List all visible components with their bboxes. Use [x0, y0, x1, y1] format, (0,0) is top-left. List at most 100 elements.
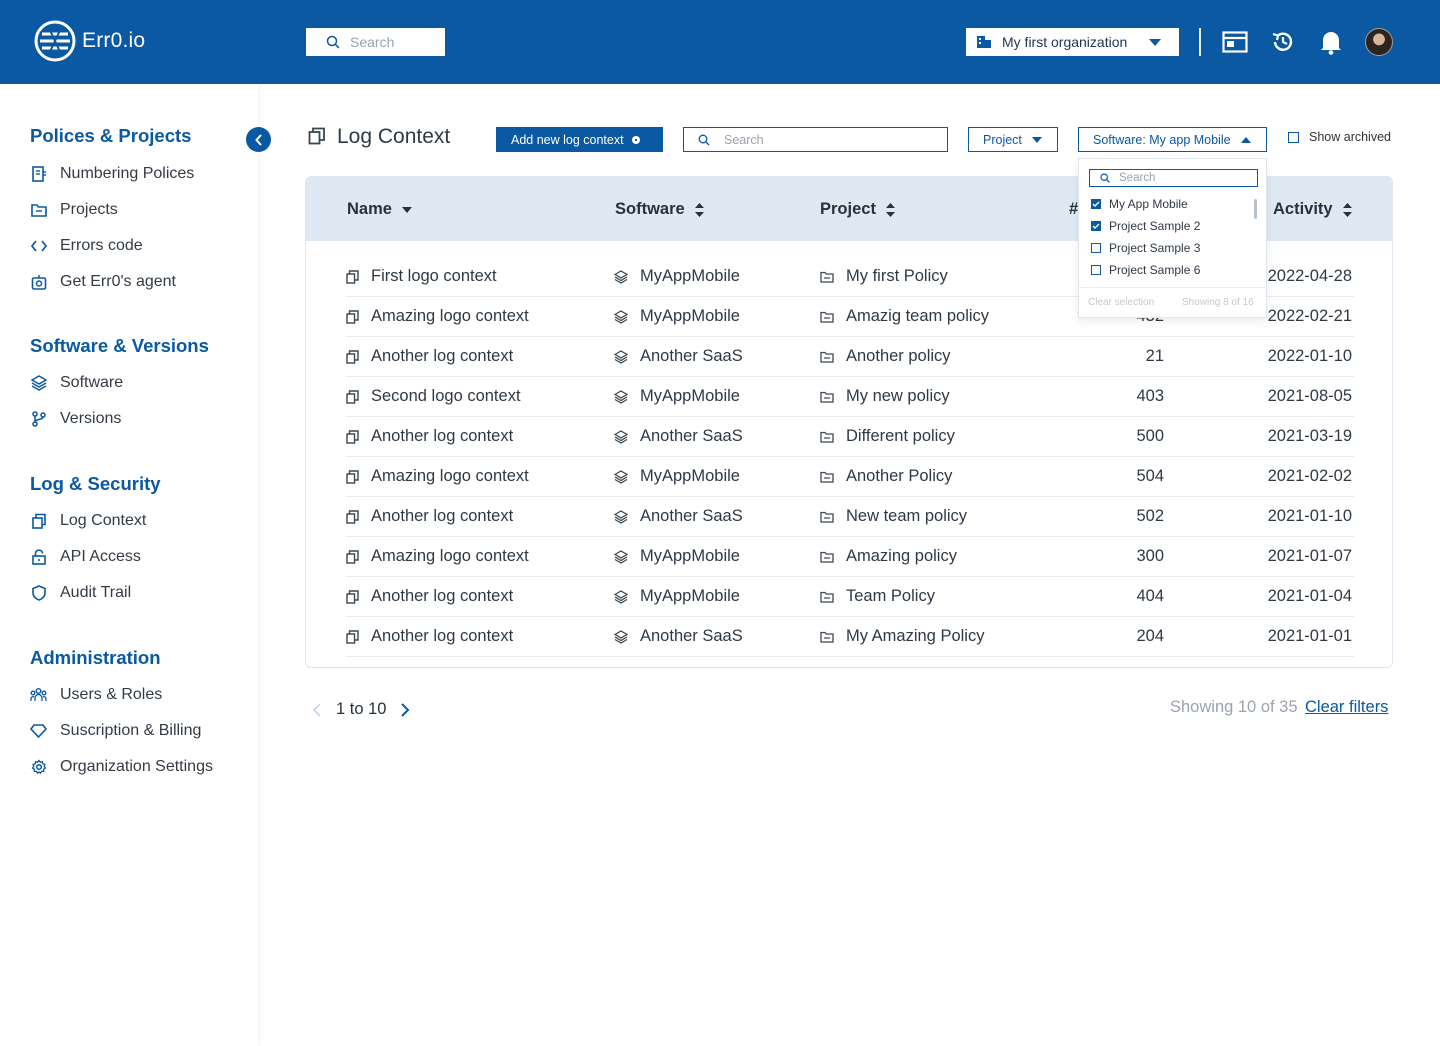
sidebar-item-errors-code[interactable]: Errors code	[30, 237, 143, 255]
count-text: 300	[1136, 547, 1164, 565]
count-text: 21	[1145, 347, 1164, 365]
show-archived-checkbox[interactable]: Show archived	[1288, 130, 1391, 144]
chevron-left-icon	[254, 133, 262, 146]
clear-selection-link[interactable]: Clear selection	[1088, 297, 1155, 308]
software-text: MyAppMobile	[640, 587, 740, 605]
sidebar-collapse-button[interactable]	[246, 127, 271, 152]
dropdown-option[interactable]: Project Sample 6	[1091, 263, 1200, 277]
branch-icon	[30, 411, 47, 428]
add-log-context-button[interactable]: Add new log context	[496, 127, 663, 152]
activity-text: 2021-08-05	[1267, 387, 1352, 405]
history-icon[interactable]	[1269, 28, 1297, 56]
name-text: First logo context	[371, 267, 497, 285]
search-icon	[698, 134, 710, 145]
project-filter-dropdown[interactable]: Project	[968, 127, 1058, 152]
table-row[interactable]: Another log context Another SaaS Different…	[346, 417, 1354, 457]
copy-icon	[346, 509, 359, 524]
project-text: My first Policy	[846, 267, 948, 285]
table-row[interactable]: Another log context MyAppMobile Team Polic…	[346, 577, 1354, 617]
sidebar-item-log-context[interactable]: Log Context	[30, 512, 146, 530]
table-row[interactable]: Amazing logo context MyAppMobile Another P…	[346, 457, 1354, 497]
cell-name: Another log context	[346, 347, 513, 366]
sidebar-item-label: Software	[60, 374, 124, 391]
checkbox-unchecked[interactable]	[1091, 243, 1101, 253]
sidebar-item-versions[interactable]: Versions	[30, 410, 121, 428]
dropdown-option[interactable]: My App Mobile	[1091, 197, 1188, 211]
sidebar-item-api-access[interactable]: API Access	[30, 548, 141, 566]
checkbox-checked[interactable]	[1091, 221, 1101, 231]
sidebar-section-title: Log & Security	[30, 473, 161, 494]
dropdown-option-label: Project Sample 6	[1109, 263, 1201, 277]
table-row[interactable]: Another log context Another SaaS My Amazin…	[346, 617, 1354, 657]
software-filter-dropdown[interactable]: Software: My app Mobile	[1078, 127, 1267, 152]
software-text: Another SaaS	[640, 347, 743, 365]
dropdown-option[interactable]: Project Sample 3	[1091, 241, 1200, 255]
top-search-input[interactable]: Search	[306, 28, 445, 56]
organization-select[interactable]: My first organization	[966, 28, 1179, 56]
software-text: Another SaaS	[640, 427, 743, 445]
user-avatar[interactable]	[1365, 28, 1393, 56]
sidebar-item-users-roles[interactable]: Users & Roles	[30, 686, 162, 704]
checkbox-checked[interactable]	[1091, 199, 1101, 209]
sidebar-item-software[interactable]: Software	[30, 374, 123, 392]
column-header-name[interactable]: Name	[347, 200, 412, 219]
chevron-left-icon[interactable]	[312, 702, 322, 718]
sidebar-item-organization-settings[interactable]: Organization Settings	[30, 758, 213, 776]
cell-software: Another SaaS	[614, 427, 743, 446]
name-text: Second logo context	[371, 387, 521, 405]
table-row[interactable]: Amazing logo context MyAppMobile Amazing p…	[346, 537, 1354, 577]
dropdown-divider	[1079, 287, 1266, 288]
cell-software: MyAppMobile	[614, 467, 740, 486]
software-text: Another SaaS	[640, 627, 743, 645]
column-count-label: #	[1069, 200, 1079, 218]
name-text: Another log context	[371, 347, 514, 365]
sort-icon	[694, 202, 704, 217]
pagination: 1 to 10	[312, 700, 410, 719]
sidebar-item-get-agent[interactable]: Get Err0's agent	[30, 273, 176, 291]
browser-window-icon[interactable]	[1221, 28, 1249, 56]
chevron-right-icon[interactable]	[400, 702, 410, 718]
sidebar-item-label: API Access	[60, 548, 141, 565]
cell-count: 21	[1086, 347, 1164, 366]
table-row[interactable]: Another log context Another SaaS Another p…	[346, 337, 1354, 377]
cell-project: Amazing policy	[820, 547, 957, 566]
cell-project: New team policy	[820, 507, 967, 526]
clear-filters-link[interactable]: Clear filters	[1305, 698, 1389, 716]
name-text: Amazing logo context	[371, 547, 529, 565]
sidebar-item-numbering-polices[interactable]: Numbering Polices	[30, 165, 194, 183]
log-context-copy-icon	[308, 127, 325, 145]
dropdown-scrollbar[interactable]	[1254, 199, 1257, 219]
notifications-bell-icon[interactable]	[1317, 28, 1345, 56]
column-header-project[interactable]: Project	[820, 200, 895, 219]
checkbox-unchecked[interactable]	[1288, 131, 1299, 143]
sidebar-item-projects[interactable]: Projects	[30, 201, 118, 219]
app-logo[interactable]: Err0.io	[32, 18, 145, 64]
sidebar-item-label: Suscription & Billing	[60, 722, 202, 739]
table-row[interactable]: First logo context MyAppMobile My first Po…	[346, 257, 1354, 297]
folder-icon	[820, 271, 834, 283]
table-row[interactable]: Another log context Another SaaS New team …	[346, 497, 1354, 537]
agent-robot-icon	[30, 274, 47, 291]
column-header-software[interactable]: Software	[615, 200, 704, 219]
log-context-search-input[interactable]: Search	[683, 127, 948, 152]
cell-name: Another log context	[346, 627, 513, 646]
checkbox-unchecked[interactable]	[1091, 265, 1101, 275]
cell-name: Another log context	[346, 587, 513, 606]
table-row[interactable]: Amazing logo context MyAppMobile Amazig te…	[346, 297, 1354, 337]
sidebar-item-audit-trail[interactable]: Audit Trail	[30, 584, 131, 602]
activity-text: 2021-03-19	[1267, 427, 1352, 445]
cell-project: Different policy	[820, 427, 955, 446]
layers-icon	[30, 375, 47, 392]
column-header-count[interactable]: #	[1069, 200, 1078, 219]
show-archived-label: Show archived	[1309, 130, 1391, 144]
sidebar-item-subscription-billing[interactable]: Suscription & Billing	[30, 722, 201, 740]
dropdown-option[interactable]: Project Sample 2	[1091, 219, 1200, 233]
logo-icon	[34, 20, 76, 62]
cell-project: Team Policy	[820, 587, 935, 606]
column-header-activity[interactable]: Activity	[1273, 200, 1352, 219]
table-row[interactable]: Second logo context MyAppMobile My new pol…	[346, 377, 1354, 417]
dropdown-search-input[interactable]: Search	[1089, 169, 1258, 187]
caret-down-icon	[1031, 136, 1042, 143]
sidebar-item-label: Errors code	[60, 237, 143, 254]
sidebar-section-title: Administration	[30, 647, 161, 668]
